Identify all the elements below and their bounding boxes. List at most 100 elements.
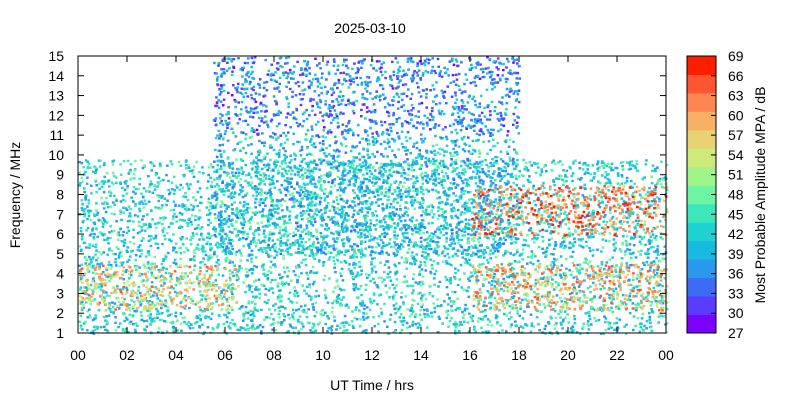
heatmap-cell xyxy=(273,256,276,259)
heatmap-cell xyxy=(249,225,253,228)
heatmap-cell xyxy=(456,166,459,170)
heatmap-cell xyxy=(395,306,398,310)
heatmap-cell xyxy=(485,163,488,167)
heatmap-cell xyxy=(214,265,217,268)
heatmap-cell xyxy=(496,280,500,283)
heatmap-cell xyxy=(487,261,490,264)
heatmap-cell xyxy=(104,309,108,312)
heatmap-cell xyxy=(524,279,528,283)
heatmap-cell xyxy=(422,308,426,312)
heatmap-cell xyxy=(418,223,421,226)
heatmap-cell xyxy=(86,329,89,332)
heatmap-cell xyxy=(492,245,496,248)
heatmap-cell xyxy=(349,245,352,248)
heatmap-cell xyxy=(552,180,556,183)
heatmap-cell xyxy=(142,222,145,226)
heatmap-cell xyxy=(188,265,192,269)
heatmap-cell xyxy=(232,295,235,299)
heatmap-cell xyxy=(557,177,561,181)
heatmap-cell xyxy=(430,210,434,214)
heatmap-cell xyxy=(137,224,141,228)
heatmap-cell xyxy=(489,161,492,165)
heatmap-cell xyxy=(583,279,586,282)
heatmap-cell xyxy=(470,229,474,232)
heatmap-cell xyxy=(391,297,395,301)
heatmap-cell xyxy=(316,193,320,196)
heatmap-cell xyxy=(117,256,121,259)
heatmap-cell xyxy=(115,246,119,249)
heatmap-cell xyxy=(276,295,280,299)
heatmap-cell xyxy=(565,180,568,183)
heatmap-cell xyxy=(196,180,200,183)
heatmap-cell xyxy=(152,237,156,240)
heatmap-cell xyxy=(127,269,130,273)
heatmap-cell xyxy=(85,292,89,296)
heatmap-cell xyxy=(319,162,323,165)
heatmap-cell xyxy=(248,286,252,289)
heatmap-cell xyxy=(524,298,527,301)
heatmap-cell xyxy=(629,256,633,260)
heatmap-cell xyxy=(514,287,518,290)
heatmap-cell xyxy=(652,276,656,279)
heatmap-cell xyxy=(604,182,608,185)
heatmap-cell xyxy=(430,232,433,235)
heatmap-cell xyxy=(516,163,519,166)
heatmap-cell xyxy=(84,170,87,174)
heatmap-cell xyxy=(229,176,232,179)
heatmap-cell xyxy=(80,263,84,266)
heatmap-cell xyxy=(170,272,173,276)
heatmap-cell xyxy=(598,232,601,235)
heatmap-cell xyxy=(654,167,657,171)
heatmap-cell xyxy=(337,293,341,297)
heatmap-cell xyxy=(198,300,201,303)
heatmap-cell xyxy=(86,226,90,230)
heatmap-cell xyxy=(549,315,552,319)
heatmap-cell xyxy=(223,313,226,317)
heatmap-cell xyxy=(614,206,618,209)
heatmap-cell xyxy=(313,212,316,215)
heatmap-cell xyxy=(179,236,182,240)
heatmap-cell xyxy=(491,280,494,283)
heatmap-cell xyxy=(209,302,213,305)
heatmap-cell xyxy=(581,267,584,271)
heatmap-cell xyxy=(468,263,472,267)
heatmap-cell xyxy=(590,232,594,235)
heatmap-cell xyxy=(311,171,315,174)
heatmap-cell xyxy=(553,247,556,251)
heatmap-cell xyxy=(508,311,511,314)
heatmap-cell xyxy=(628,311,632,315)
heatmap-cell xyxy=(302,229,306,232)
heatmap-cell xyxy=(189,258,193,261)
heatmap-cell xyxy=(431,295,435,298)
heatmap-cell xyxy=(134,204,137,207)
heatmap-cell xyxy=(618,266,622,270)
heatmap-cell xyxy=(479,310,482,313)
heatmap-cell xyxy=(658,220,662,223)
heatmap-cell xyxy=(224,252,227,256)
heatmap-cell xyxy=(98,301,101,304)
heatmap-cell xyxy=(197,280,201,283)
heatmap-cell xyxy=(318,321,322,324)
heatmap-cell xyxy=(225,309,228,312)
heatmap-cell xyxy=(640,322,644,325)
heatmap-cell xyxy=(218,216,222,219)
heatmap-cell xyxy=(188,306,191,310)
heatmap-cell xyxy=(457,171,461,175)
heatmap-cell xyxy=(247,302,250,305)
heatmap-cell xyxy=(308,283,311,286)
heatmap-cell xyxy=(411,284,415,288)
heatmap-cell xyxy=(371,177,375,180)
heatmap-cell xyxy=(451,255,455,258)
heatmap-cell xyxy=(91,271,95,274)
heatmap-cell xyxy=(231,287,234,290)
heatmap-cell xyxy=(377,322,380,326)
heatmap-cell xyxy=(106,294,109,297)
heatmap-cell xyxy=(138,202,142,205)
heatmap-cell xyxy=(85,289,89,292)
heatmap-cell xyxy=(172,327,175,330)
heatmap-cell xyxy=(224,279,228,282)
heatmap-cell xyxy=(217,324,220,328)
heatmap-cell xyxy=(94,325,98,328)
heatmap-cell xyxy=(292,195,295,198)
